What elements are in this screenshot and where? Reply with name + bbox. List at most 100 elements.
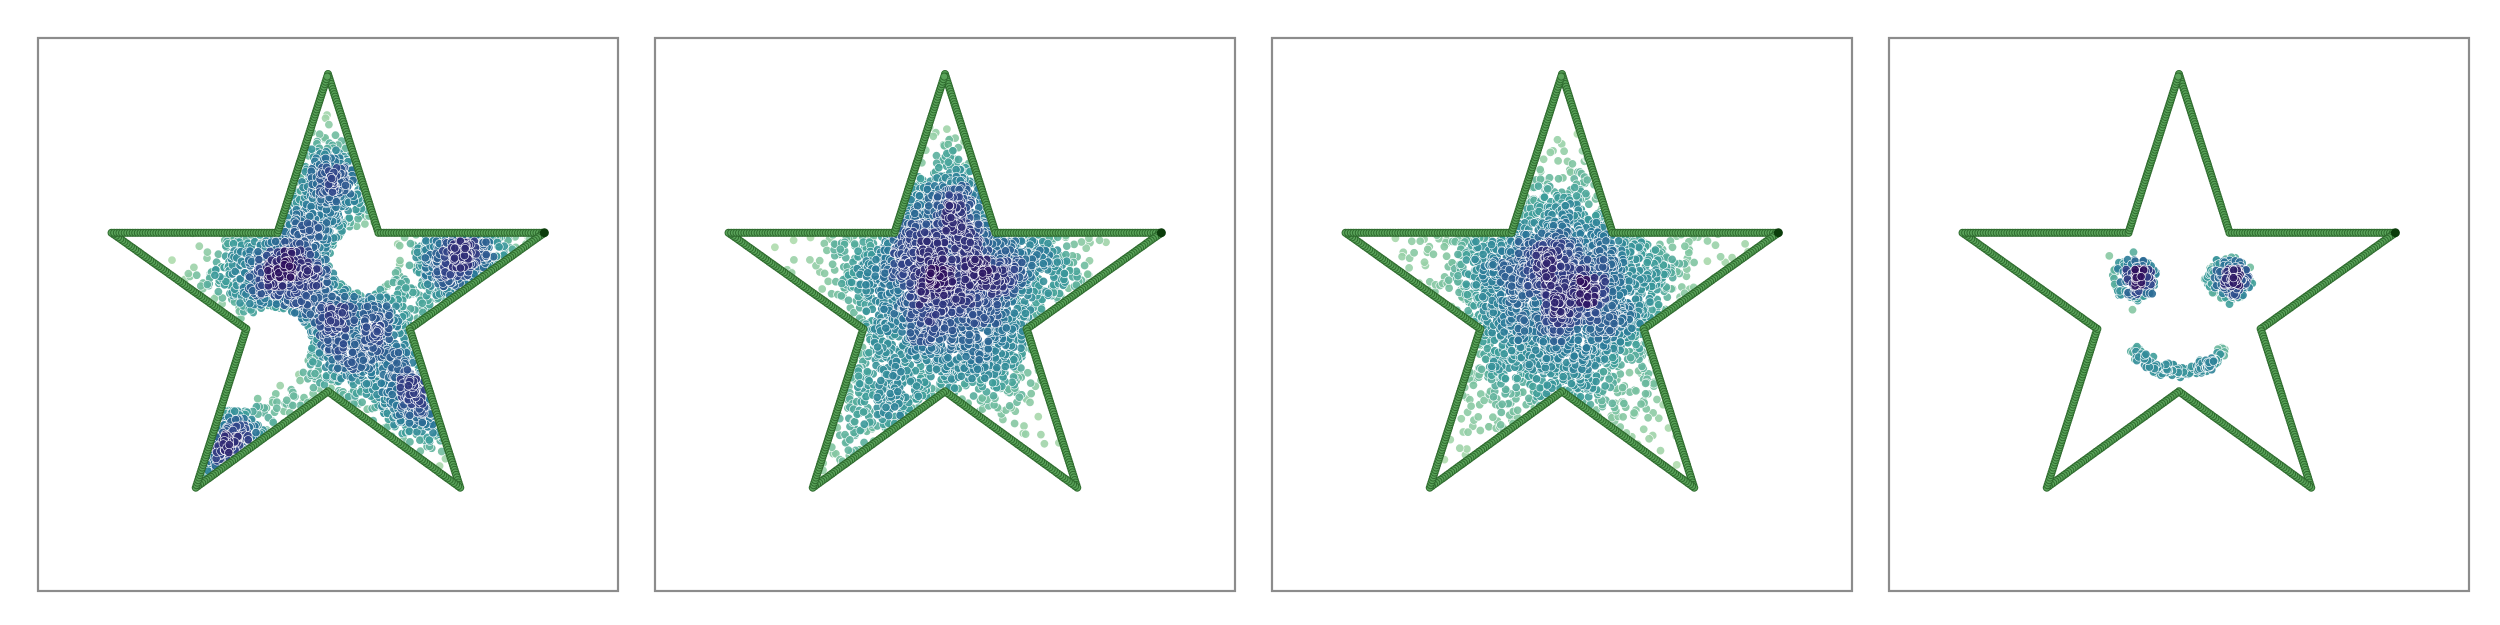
scatter-point — [942, 124, 952, 134]
scatter-point — [288, 400, 298, 410]
scatter-point — [932, 364, 942, 374]
scatter-point — [1052, 257, 1062, 267]
scatter-point — [884, 411, 894, 421]
scatter-point — [183, 269, 193, 279]
scatter-point — [817, 284, 827, 294]
scatter-point — [1000, 361, 1010, 371]
scatter-point — [382, 301, 392, 311]
scatter-point — [846, 277, 856, 287]
scatter-point — [956, 371, 966, 381]
scatter-point — [481, 250, 491, 260]
scatter-point — [235, 298, 245, 308]
scatter-point — [912, 381, 922, 391]
scatter-point — [310, 369, 320, 379]
scatter-point — [420, 253, 430, 263]
scatter-point — [305, 250, 315, 260]
scatter-point — [854, 371, 864, 381]
scatter-point — [350, 339, 360, 349]
scatter-point — [858, 407, 868, 417]
scatter-point — [1014, 392, 1024, 402]
scatter-point — [881, 402, 891, 412]
scatter-point — [864, 348, 874, 358]
scatter-point — [213, 287, 223, 297]
scatter-point — [863, 268, 873, 278]
scatter-point — [403, 381, 413, 391]
scatter-point — [1036, 430, 1046, 440]
scatter-point — [1019, 421, 1029, 431]
scatter-point — [828, 259, 838, 269]
scatter-point — [1069, 239, 1079, 249]
scatter-point — [192, 270, 202, 280]
scatter-point — [861, 306, 871, 316]
scatter-point — [988, 378, 998, 388]
scatter-point — [837, 279, 847, 289]
scatter-point — [302, 266, 312, 276]
scatter-point — [885, 389, 895, 399]
panel-2 — [653, 36, 1237, 593]
scatter-point — [1021, 429, 1031, 439]
scatter-point — [253, 247, 263, 257]
scatter-point — [362, 379, 372, 389]
scatter-point — [210, 270, 220, 280]
scatter-point — [331, 145, 341, 155]
scatter-point — [835, 244, 845, 254]
scatter-point — [843, 295, 853, 305]
scatter-point — [943, 157, 953, 167]
scatter-point — [395, 256, 405, 266]
scatter-point — [862, 367, 872, 377]
scatter-point — [855, 379, 865, 389]
scatter-point — [295, 375, 305, 385]
scatter-point — [194, 241, 204, 251]
scatter-point — [1009, 355, 1019, 365]
scatter-point — [1025, 397, 1035, 407]
scatter-point — [362, 301, 372, 311]
scatter-point — [202, 247, 212, 257]
scatter-point — [873, 342, 883, 352]
scatter-point — [1020, 308, 1030, 318]
scatter-point — [494, 242, 504, 252]
scatter-point — [953, 155, 963, 165]
scatter-point — [340, 291, 350, 301]
scatter-point — [992, 363, 1002, 373]
scatter-point — [861, 280, 871, 290]
scatter-point — [285, 272, 295, 282]
scatter-point — [384, 310, 394, 320]
scatter-point — [1026, 378, 1036, 388]
scatter-point — [327, 291, 337, 301]
scatter-point — [221, 276, 231, 286]
scatter-point — [337, 308, 347, 318]
scatter-point — [815, 256, 825, 266]
scatter-point — [349, 292, 359, 302]
scatter-point — [876, 376, 886, 386]
scatter-point — [305, 309, 315, 319]
scatter-point — [401, 283, 411, 293]
scatter-point — [871, 255, 881, 265]
scatter-point — [967, 374, 977, 384]
scatter-point — [969, 391, 979, 401]
scatter-point — [284, 261, 294, 271]
scatter-point — [245, 272, 255, 282]
scatter-point — [843, 445, 853, 455]
panel-1 — [36, 36, 620, 593]
scatter-point — [770, 242, 780, 252]
scatter-point — [311, 281, 321, 291]
outline-point — [323, 72, 332, 81]
scatter-point — [402, 365, 412, 375]
scatter-point — [202, 279, 212, 289]
scatter-point — [450, 243, 460, 253]
scatter-point — [245, 299, 255, 309]
scatter-point — [395, 382, 405, 392]
scatter-point — [405, 410, 415, 420]
scatter-point — [424, 435, 434, 445]
scatter-point — [864, 376, 874, 386]
scatter-point — [789, 235, 799, 245]
scatter-point — [290, 308, 300, 318]
scatter-point — [277, 281, 287, 291]
scatter-point — [950, 383, 960, 393]
scatter-point — [347, 357, 357, 367]
scatter-point — [481, 237, 491, 247]
scatter-point — [308, 357, 318, 367]
scatter-point — [820, 268, 830, 278]
scatter-point — [859, 419, 869, 429]
